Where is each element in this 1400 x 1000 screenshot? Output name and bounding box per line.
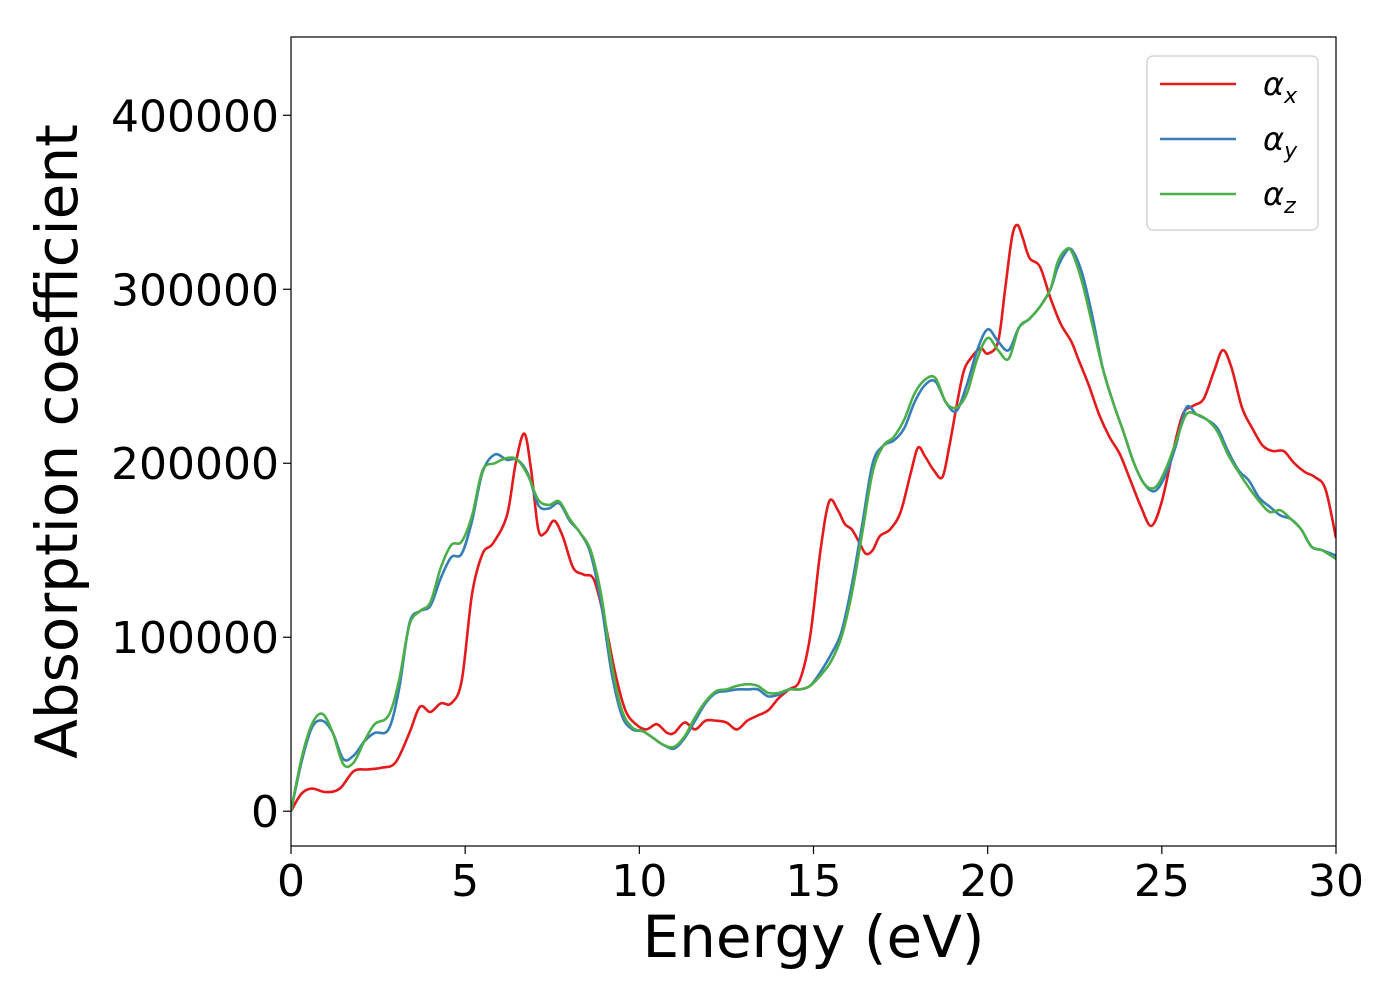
y-tick-label: 0 bbox=[251, 787, 279, 838]
x-tick-label: 0 bbox=[277, 856, 305, 907]
legend-subscript: x bbox=[1283, 84, 1298, 109]
x-tick-label: 20 bbox=[960, 856, 1016, 907]
x-axis-ticks: 0 5 10 15 20 25 30 bbox=[277, 846, 1364, 907]
y-tick-label: 100000 bbox=[111, 613, 279, 664]
x-axis-label: Energy (eV) bbox=[642, 903, 984, 971]
y-tick-label: 300000 bbox=[111, 265, 279, 316]
series-line-z bbox=[291, 247, 1336, 812]
series-line-y bbox=[291, 247, 1336, 812]
x-tick-label: 30 bbox=[1308, 856, 1364, 907]
legend-box bbox=[1146, 55, 1319, 231]
x-tick-label: 25 bbox=[1134, 856, 1190, 907]
series-layer bbox=[291, 223, 1336, 812]
legend-subscript: z bbox=[1283, 194, 1296, 219]
y-axis-label: Absorption coefficient bbox=[23, 124, 91, 759]
legend-subscript: y bbox=[1283, 139, 1298, 164]
y-tick-label: 400000 bbox=[111, 91, 279, 142]
x-tick-label: 10 bbox=[611, 856, 667, 907]
x-tick-label: 5 bbox=[451, 856, 479, 907]
series-line-x bbox=[291, 223, 1336, 812]
y-axis-ticks: 0 100000 200000 300000 400000 bbox=[111, 91, 291, 838]
y-tick-label: 200000 bbox=[111, 439, 279, 490]
x-tick-label: 15 bbox=[786, 856, 842, 907]
